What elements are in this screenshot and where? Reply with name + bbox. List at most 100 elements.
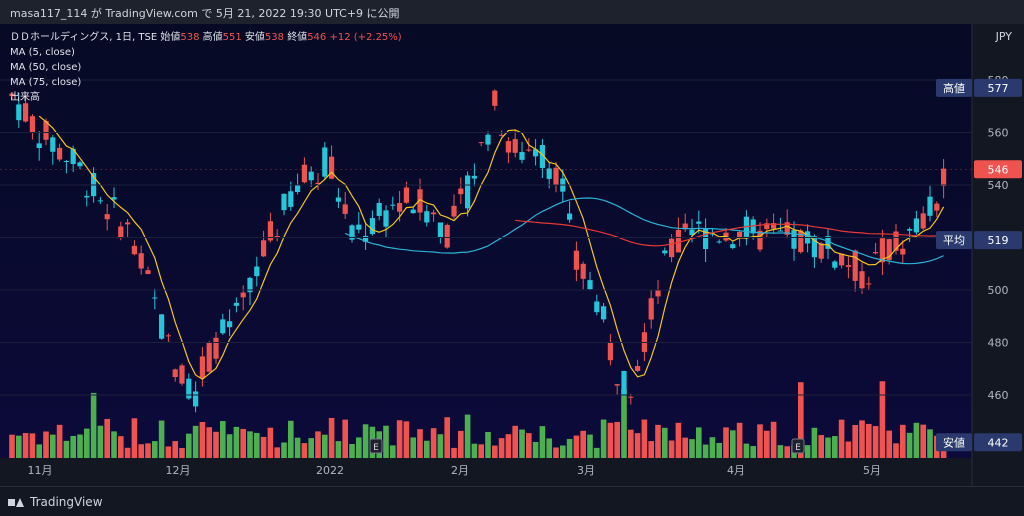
candle-body <box>369 218 375 234</box>
volume-bar <box>852 424 858 458</box>
volume-bar <box>362 424 369 458</box>
publish-info: masa117_114 が TradingView.com で 5月 21, 2… <box>10 7 400 20</box>
price-badge-442 <box>974 433 1022 452</box>
volume-bar <box>770 421 777 458</box>
volume-bar <box>186 433 192 458</box>
volume-bar <box>70 435 76 458</box>
candle-body <box>403 187 409 203</box>
candle-body <box>437 222 443 238</box>
candle-body <box>254 266 260 277</box>
candle-body <box>138 253 144 269</box>
volume-bar <box>913 422 920 458</box>
candle-body <box>573 250 579 270</box>
legend-ma50[interactable]: MA (50, close) <box>10 62 82 73</box>
price-axis <box>972 24 1024 486</box>
candle-body <box>485 134 491 145</box>
candle-body <box>866 283 872 285</box>
legend-volume[interactable]: 出来高 <box>10 92 40 103</box>
volume-bar <box>696 427 702 458</box>
candle-body <box>315 182 321 184</box>
candle-body <box>29 116 35 133</box>
volume-bar <box>9 434 15 458</box>
volume-bar <box>546 438 552 458</box>
candle-body <box>363 235 369 242</box>
price-chart[interactable]: 580560540520500480460 11月12月20222月3月4月5月… <box>0 24 1024 486</box>
candle-body <box>131 245 137 255</box>
chart-area[interactable]: 580560540520500480460 11月12月20222月3月4月5月… <box>0 24 1024 486</box>
open-label: 始値 <box>160 32 181 43</box>
candle-body <box>920 213 926 229</box>
volume-bar <box>804 445 811 458</box>
candle-body <box>111 197 117 200</box>
volume-bar <box>702 444 709 458</box>
candle-body <box>390 204 396 206</box>
volume-bar <box>628 429 634 458</box>
volume-bar <box>424 440 430 458</box>
candle-body <box>281 193 287 211</box>
candle-body <box>553 167 559 185</box>
candle-body <box>873 252 879 254</box>
candle-body <box>104 214 110 220</box>
price-badge-546 <box>974 160 1022 179</box>
candle-body <box>533 149 539 157</box>
legend-ma5[interactable]: MA (5, close) <box>10 47 75 58</box>
candle-body <box>696 221 702 224</box>
candle-body <box>934 203 940 211</box>
candle-body <box>444 224 450 248</box>
volume-bar <box>50 434 56 458</box>
volume-bar <box>485 432 491 458</box>
candle-body <box>628 396 634 398</box>
volume-bar <box>866 423 872 458</box>
volume-bar <box>798 382 804 458</box>
volume-bar <box>906 432 913 458</box>
close-label: 終値 <box>287 32 308 43</box>
candle-body <box>247 277 253 293</box>
symbol-name: ＤＤホールディングス, 1日, TSE <box>10 32 158 43</box>
volume-bar <box>192 425 199 458</box>
volume-bar <box>879 381 886 458</box>
candle-body <box>499 134 505 136</box>
candle-body <box>424 211 430 223</box>
candle-body <box>410 209 416 214</box>
candle-body <box>703 228 709 250</box>
volume-bar <box>872 426 879 458</box>
candle-body <box>295 184 301 192</box>
price-badge-label-0: 高値 <box>943 81 965 95</box>
volume-bar <box>682 437 688 458</box>
price-badge-label-3: 安値 <box>943 435 965 449</box>
legend-ma75[interactable]: MA (75, close) <box>10 77 82 88</box>
low-value: 538 <box>264 32 284 43</box>
candle-body <box>784 222 790 235</box>
candle-body <box>342 204 348 214</box>
candle-body <box>879 238 885 263</box>
candle-body <box>383 210 389 227</box>
volume-bar <box>104 418 110 458</box>
candle-body <box>322 147 328 177</box>
earnings-icon <box>791 438 805 454</box>
volume-bar <box>621 389 627 458</box>
volume-bar <box>526 433 532 458</box>
candle-body <box>737 231 743 239</box>
volume-bar <box>281 442 287 458</box>
candle-body <box>505 141 511 153</box>
price-badge-value-519: 519 <box>988 234 1009 247</box>
volume-bar <box>206 427 212 458</box>
candle-body <box>798 230 804 253</box>
volume-bar <box>662 427 668 458</box>
volume-bar <box>784 446 790 458</box>
candle-body <box>621 370 627 395</box>
volume-bar <box>818 435 824 458</box>
volume-bar <box>492 445 498 458</box>
volume-bar <box>927 429 933 458</box>
tradingview-logo[interactable]: TradingView <box>8 495 103 509</box>
price-badge-label-bg-2 <box>936 231 972 250</box>
candle-body <box>16 104 22 121</box>
candle-body <box>818 243 824 259</box>
volume-bar <box>607 422 614 458</box>
candle-body <box>301 164 307 183</box>
candle-body <box>539 145 545 168</box>
volume-bar <box>893 443 899 458</box>
volume-bar <box>152 441 158 458</box>
volume-bar <box>600 419 607 458</box>
currency-label[interactable]: JPY <box>995 30 1012 43</box>
